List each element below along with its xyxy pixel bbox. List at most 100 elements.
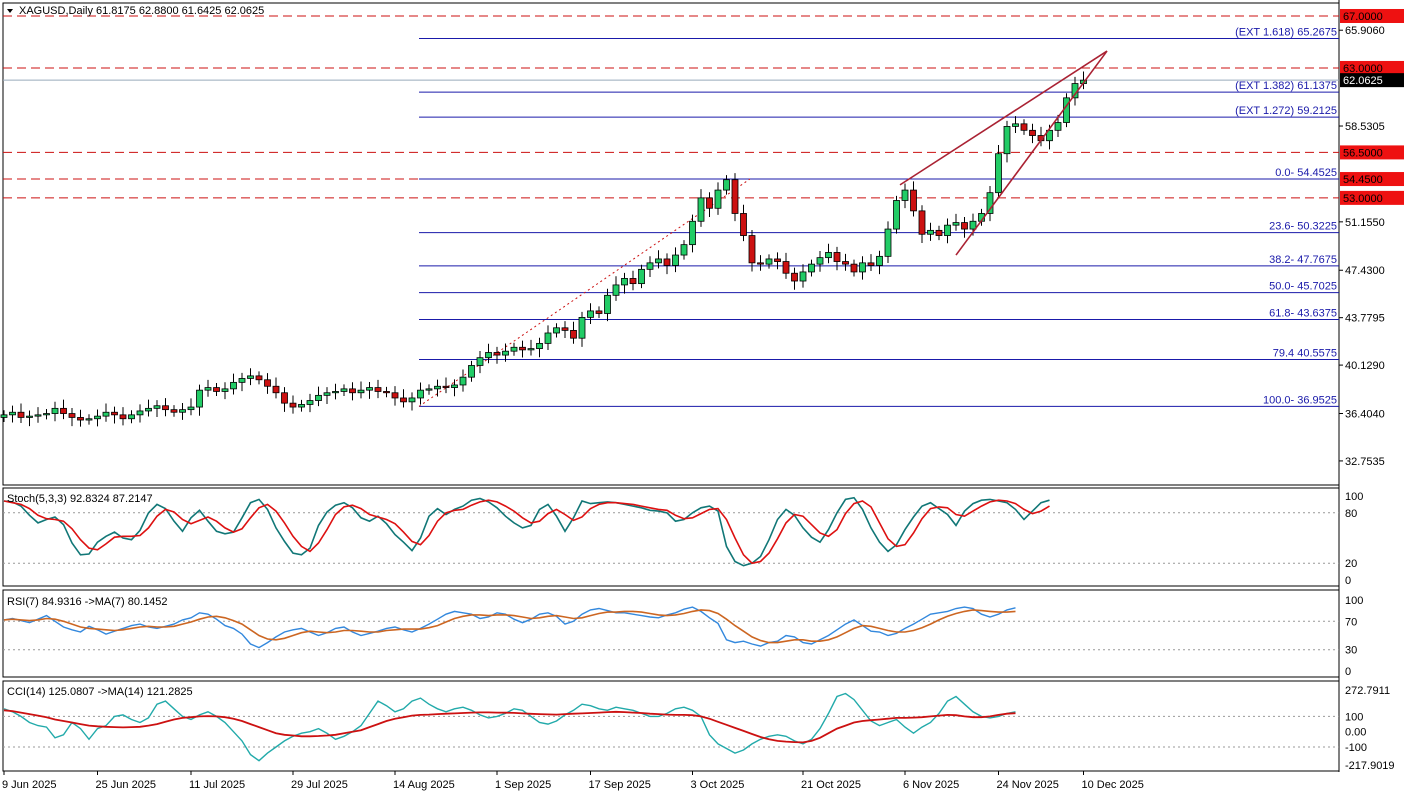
candle-body — [748, 235, 756, 264]
stoch-title: Stoch(5,3,3) 92.8324 87.2147 — [7, 493, 153, 505]
wedge-upper-line — [899, 50, 1108, 186]
stoch-y-tick: 0 — [1345, 575, 1351, 587]
cci-y-tick: 100 — [1345, 711, 1363, 723]
candle-body — [782, 261, 790, 274]
candle-body — [357, 389, 365, 394]
candle-body — [952, 222, 960, 226]
candle-body — [663, 258, 671, 266]
candle-body — [272, 385, 280, 394]
stoch-y-tick: 20 — [1345, 558, 1357, 570]
candle-body — [187, 406, 195, 411]
candle-body — [1054, 122, 1062, 131]
candle-body — [731, 179, 739, 214]
candle-body — [884, 228, 892, 257]
candle-body — [893, 200, 900, 230]
candle-body — [799, 271, 807, 282]
current-price-tag — [1340, 73, 1404, 88]
y-tick-label: 32.7535 — [1345, 456, 1385, 468]
candle-body — [340, 388, 348, 392]
x-tick-label: 10 Dec 2025 — [1082, 779, 1144, 791]
candle-body — [230, 381, 237, 390]
y-tick-label: 51.1550 — [1345, 217, 1385, 229]
candle-body — [85, 418, 93, 421]
candle-body — [595, 310, 603, 314]
candle-body — [850, 263, 858, 273]
candle-body — [578, 317, 586, 339]
candle-body — [638, 268, 645, 285]
candle-body — [459, 376, 467, 386]
candle-body — [502, 350, 509, 356]
fib-label: 50.0- 45.7025 — [1269, 281, 1337, 293]
dashed-level-label: 67.0000 — [1343, 11, 1383, 23]
candle-body — [264, 379, 271, 387]
candle-body — [468, 365, 475, 378]
candle-body — [281, 392, 288, 404]
candle-body — [255, 375, 263, 381]
candle-body — [451, 384, 458, 388]
candle-body — [119, 414, 127, 420]
candle-body — [1003, 126, 1011, 155]
candle-body — [179, 409, 186, 413]
candle-body — [995, 153, 1002, 194]
candle-body — [867, 262, 875, 266]
candle-body — [204, 387, 212, 391]
candle-body — [383, 391, 390, 394]
candle-body — [714, 189, 722, 209]
candle-body — [935, 229, 943, 236]
candle-body — [493, 352, 501, 356]
candle-body — [774, 258, 781, 262]
candle-body — [0, 414, 8, 418]
fib-label: (EXT 1.382) 61.1375 — [1235, 80, 1337, 92]
x-tick-label: 6 Nov 2025 — [903, 779, 959, 791]
x-tick-label: 17 Sep 2025 — [589, 779, 651, 791]
cci-y-tick: 0.00 — [1345, 727, 1366, 739]
candle-body — [1046, 129, 1053, 142]
candle-body — [825, 252, 832, 259]
candle-body — [298, 404, 305, 408]
cci-main-line — [3, 692, 1016, 762]
candle-body — [408, 397, 416, 403]
candle-body — [944, 224, 951, 236]
candle-body — [1063, 97, 1070, 123]
candle-body — [842, 261, 849, 265]
candle-body — [111, 411, 118, 416]
wedge-lower-line — [955, 50, 1108, 256]
x-tick-label: 21 Oct 2025 — [801, 779, 861, 791]
candle-body — [1020, 123, 1028, 131]
candle-body — [349, 388, 356, 394]
dashed-level-tag — [1340, 8, 1404, 23]
candle-body — [153, 405, 161, 409]
candle-body — [553, 327, 560, 334]
y-tick-label: 36.4040 — [1345, 408, 1385, 420]
candle-body — [910, 189, 917, 212]
candle-body — [561, 327, 569, 331]
candle-body — [544, 332, 552, 344]
fib-label: 38.2- 47.7675 — [1269, 254, 1337, 266]
candle-body — [17, 411, 25, 418]
cci-y-tick: -100 — [1345, 742, 1367, 754]
candle-body — [289, 402, 297, 408]
candle-body — [247, 375, 254, 379]
candle-body — [94, 415, 101, 420]
dashed-level-label: 63.0000 — [1343, 63, 1383, 75]
dashed-level-tag — [1340, 172, 1404, 187]
candle-body — [442, 385, 450, 388]
cci-y-tick: 272.7911 — [1345, 685, 1390, 697]
candle-body — [221, 388, 229, 392]
y-tick-label: 40.1290 — [1345, 360, 1385, 372]
candles — [0, 71, 1087, 427]
candle-body — [136, 410, 144, 416]
candle-body — [757, 262, 764, 265]
rsi-y-tick: 70 — [1345, 616, 1357, 628]
dashed-level-tag — [1340, 60, 1404, 75]
candle-body — [417, 389, 424, 399]
candle-body — [927, 229, 934, 235]
candle-body — [68, 413, 76, 418]
y-tick-label: 47.4300 — [1345, 265, 1385, 277]
x-tick-label: 11 Jul 2025 — [189, 779, 245, 791]
y-tick-label: 65.9060 — [1345, 25, 1385, 37]
candle-body — [646, 262, 654, 270]
rsi-title: RSI(7) 84.9316 ->MA(7) 80.1452 — [7, 596, 168, 608]
candle-body — [621, 278, 628, 286]
